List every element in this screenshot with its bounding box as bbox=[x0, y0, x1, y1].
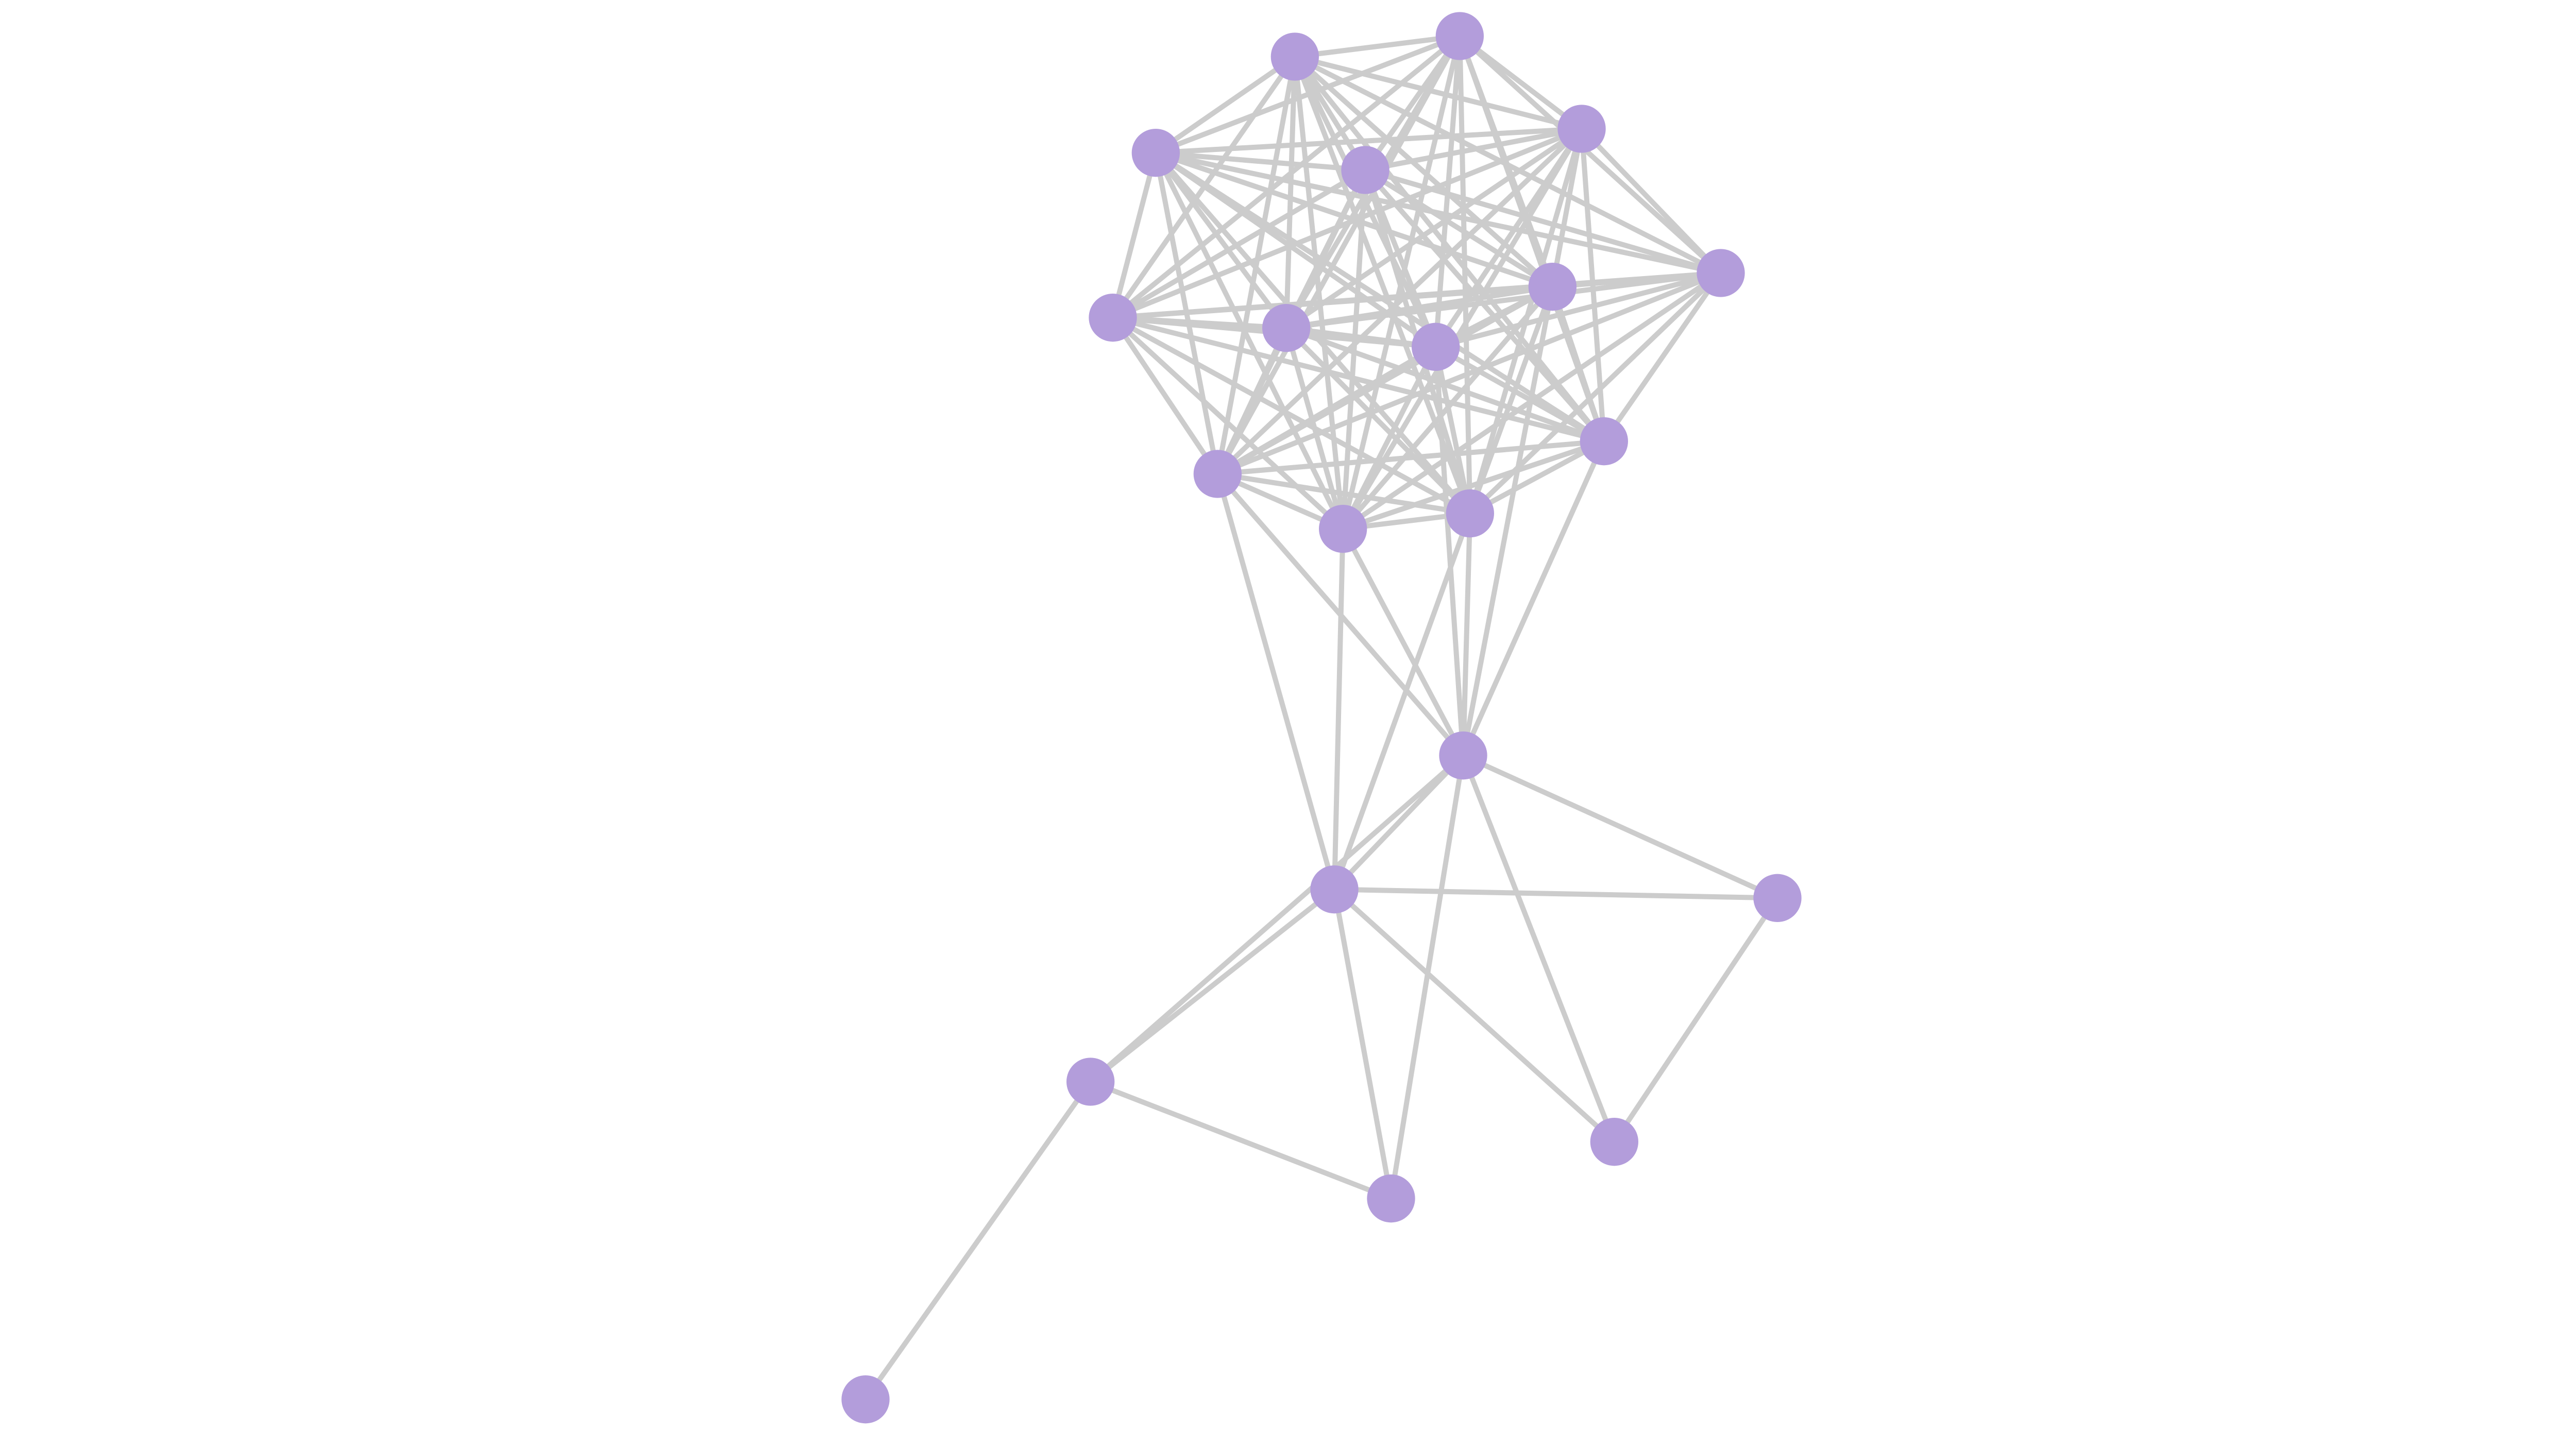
edge-n12-n16 bbox=[1215, 473, 1337, 891]
edge-n6-n11 bbox=[1602, 271, 1723, 443]
edge-n4-n5 bbox=[1365, 126, 1582, 173]
edge-n3-n8 bbox=[1154, 151, 1289, 330]
edge-n11-n13 bbox=[1342, 438, 1605, 532]
edge-n7-n13 bbox=[1111, 315, 1345, 531]
edge-n4-n8 bbox=[1284, 126, 1583, 330]
node-n19[interactable] bbox=[1590, 1118, 1638, 1166]
edge-n16-n18 bbox=[1089, 887, 1336, 1084]
edge-n5-n11 bbox=[1363, 168, 1606, 443]
edge-n15-n20 bbox=[1388, 755, 1466, 1199]
edge-n3-n7 bbox=[1110, 152, 1159, 318]
edge-n3-n5 bbox=[1155, 150, 1366, 173]
node-n12[interactable] bbox=[1193, 450, 1242, 498]
edge-n6-n9 bbox=[1435, 270, 1722, 350]
edge-n2-n12 bbox=[1215, 35, 1462, 475]
edge-n7-n14 bbox=[1111, 315, 1471, 516]
edge-n6-n10 bbox=[1552, 270, 1721, 289]
edge-n2-n7 bbox=[1111, 34, 1462, 320]
edge-n8-n13 bbox=[1283, 327, 1346, 530]
edge-n4-n6 bbox=[1580, 127, 1723, 275]
edge-n9-n11 bbox=[1434, 344, 1605, 444]
node-n4[interactable] bbox=[1557, 105, 1606, 153]
edge-n16-n19 bbox=[1332, 887, 1616, 1144]
edge-n14-n16 bbox=[1332, 512, 1473, 891]
edge-n12-n14 bbox=[1217, 471, 1471, 516]
node-n17[interactable] bbox=[1753, 874, 1802, 922]
edges-layer bbox=[863, 33, 1780, 1401]
node-n16[interactable] bbox=[1310, 865, 1359, 914]
edge-n8-n14 bbox=[1284, 326, 1472, 516]
nodes-layer bbox=[841, 12, 1802, 1424]
node-n6[interactable] bbox=[1697, 249, 1745, 297]
edge-n1-n2 bbox=[1294, 33, 1460, 59]
edge-n13-n16 bbox=[1332, 529, 1346, 890]
edge-n5-n6 bbox=[1364, 167, 1722, 276]
node-n11[interactable] bbox=[1580, 417, 1628, 466]
edge-n4-n12 bbox=[1215, 127, 1584, 476]
edge-n2-n14 bbox=[1457, 36, 1473, 514]
edge-n1-n4 bbox=[1294, 54, 1583, 131]
edge-n1-n3 bbox=[1154, 54, 1297, 155]
edge-n10-n14 bbox=[1467, 285, 1555, 515]
edge-n10-n13 bbox=[1341, 285, 1555, 531]
edge-n3-n4 bbox=[1156, 126, 1582, 156]
edge-n14-n15 bbox=[1461, 513, 1473, 756]
edge-n18-n20 bbox=[1089, 1079, 1392, 1201]
node-n18[interactable] bbox=[1066, 1058, 1115, 1106]
node-n10[interactable] bbox=[1528, 263, 1577, 311]
edge-n1-n14 bbox=[1292, 56, 1473, 515]
edge-n15-n17 bbox=[1462, 753, 1779, 900]
edge-n13-n15 bbox=[1341, 527, 1466, 757]
edge-n17-n19 bbox=[1612, 896, 1780, 1144]
edge-n11-n14 bbox=[1468, 439, 1605, 516]
edge-n18-n21 bbox=[863, 1080, 1093, 1401]
edge-n15-n18 bbox=[1089, 753, 1465, 1084]
edge-n1-n11 bbox=[1293, 55, 1606, 443]
node-n8[interactable] bbox=[1262, 304, 1311, 352]
edge-n11-n12 bbox=[1217, 438, 1604, 476]
edge-n5-n7 bbox=[1111, 167, 1367, 320]
edge-n2-n6 bbox=[1458, 34, 1723, 275]
node-n21[interactable] bbox=[841, 1375, 890, 1424]
edge-n7-n12 bbox=[1110, 316, 1220, 475]
edge-n11-n15 bbox=[1461, 440, 1606, 757]
node-n1[interactable] bbox=[1270, 32, 1319, 81]
node-n13[interactable] bbox=[1319, 505, 1367, 553]
node-n7[interactable] bbox=[1089, 294, 1137, 342]
edge-n4-n7 bbox=[1112, 126, 1583, 320]
edge-n10-n11 bbox=[1550, 286, 1607, 442]
node-n5[interactable] bbox=[1341, 146, 1389, 194]
edge-n8-n9 bbox=[1286, 325, 1436, 350]
edge-n7-n11 bbox=[1112, 315, 1605, 444]
edge-n16-n17 bbox=[1334, 887, 1778, 901]
edge-n4-n10 bbox=[1550, 128, 1584, 287]
edge-n10-n12 bbox=[1216, 284, 1554, 476]
edge-n16-n20 bbox=[1332, 889, 1394, 1199]
edge-n15-n16 bbox=[1332, 754, 1465, 892]
node-n9[interactable] bbox=[1412, 322, 1460, 371]
edge-n8-n12 bbox=[1215, 327, 1289, 475]
node-n14[interactable] bbox=[1446, 489, 1494, 538]
node-n20[interactable] bbox=[1367, 1174, 1415, 1223]
node-n15[interactable] bbox=[1439, 731, 1487, 780]
edge-n6-n12 bbox=[1216, 270, 1722, 476]
edge-n15-n19 bbox=[1461, 754, 1617, 1143]
edge-n5-n10 bbox=[1364, 167, 1554, 289]
node-n3[interactable] bbox=[1131, 129, 1180, 177]
edge-n8-n10 bbox=[1285, 284, 1553, 331]
node-n2[interactable] bbox=[1435, 12, 1484, 60]
edge-n7-n10 bbox=[1112, 284, 1553, 320]
edge-n2-n3 bbox=[1155, 33, 1461, 156]
edge-n5-n9 bbox=[1363, 169, 1438, 348]
